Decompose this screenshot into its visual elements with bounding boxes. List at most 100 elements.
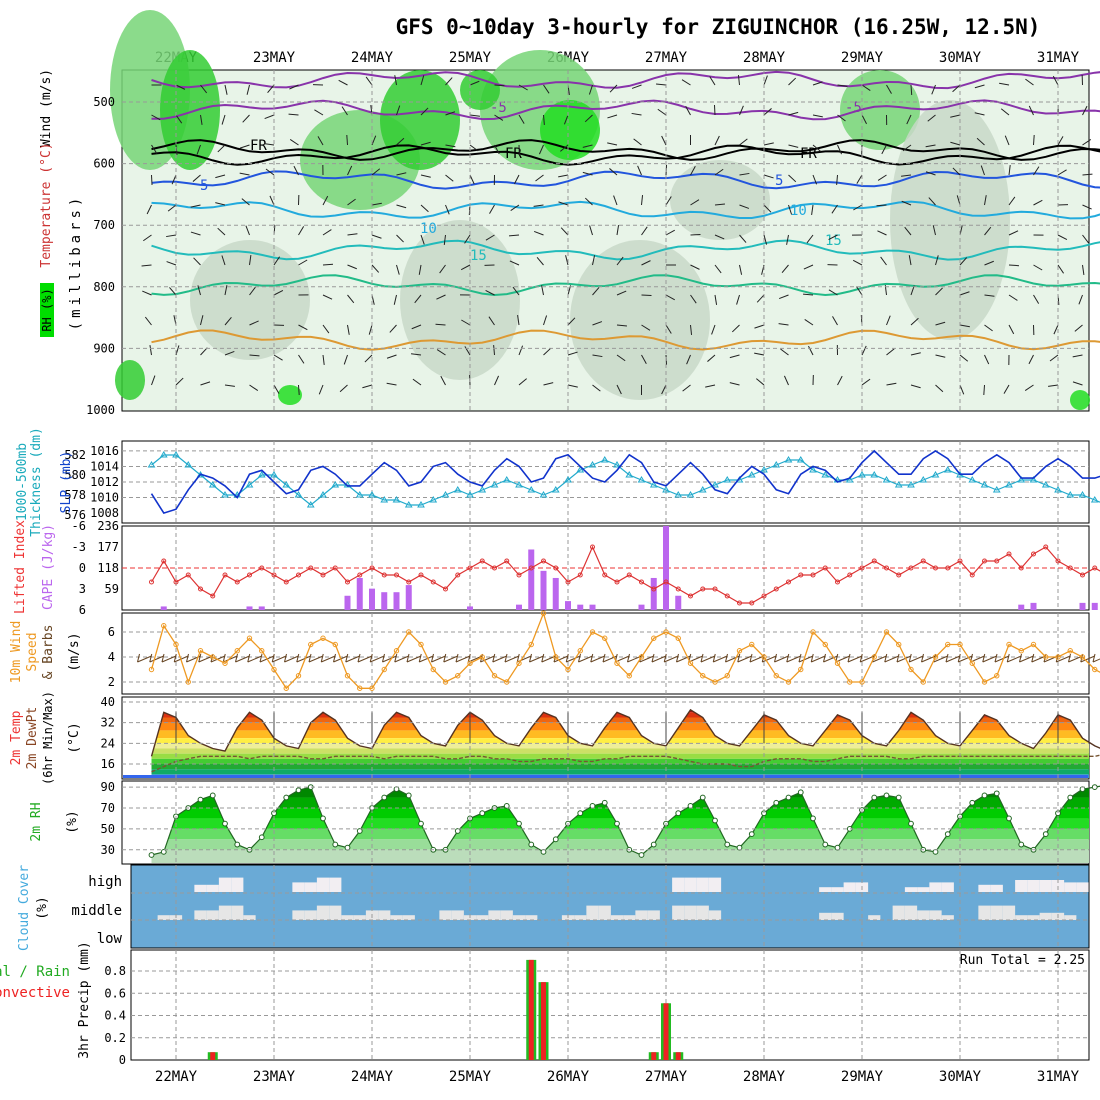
wind-barb <box>200 84 208 94</box>
wind-barb <box>714 294 718 305</box>
wind-barb <box>200 347 208 356</box>
wind10-barb-flag <box>810 653 814 663</box>
wind10-barb <box>406 655 422 663</box>
y-tick-label: 578 <box>64 488 86 502</box>
upper-air-panel: -5 FR 5 10 15 -5 FR 5 10 15 FR 500 600 700 800 900 1000… <box>39 10 1100 417</box>
thickness-marker <box>613 461 621 468</box>
lifted-index-cape-panel: -6 -3 0 3 6 236 177 118 59 Lifted Index CAPE (J/… <box>13 519 1100 617</box>
wind-barb <box>886 315 891 326</box>
rh-marker <box>797 789 804 796</box>
wind10-barb-flag <box>308 653 312 663</box>
wind10-barb <box>578 655 593 663</box>
wind10-marker <box>234 648 240 654</box>
thickness-marker <box>882 476 891 483</box>
wind-barb <box>739 138 748 146</box>
lifted-index-marker <box>700 586 706 592</box>
y-tick-label: 582 <box>64 448 86 462</box>
wind-barb <box>193 257 201 266</box>
lifted-index-marker <box>565 579 571 585</box>
cape-bar <box>160 606 167 610</box>
cloud-mid-bar <box>439 910 452 920</box>
wind-barb <box>518 114 525 124</box>
lifted-index-marker <box>210 593 216 599</box>
wind-barb <box>175 84 186 90</box>
wind10-marker <box>908 666 914 673</box>
thickness-marker <box>637 476 646 483</box>
wind-barb <box>1053 324 1059 335</box>
wind10-barb-flag <box>406 653 410 663</box>
wind-barb <box>616 225 620 236</box>
wind-barb <box>509 260 520 266</box>
wind10-barb-flag <box>455 653 459 663</box>
wind-barb <box>420 141 431 146</box>
wind10-marker <box>504 679 510 685</box>
wind10-barb <box>994 655 1010 663</box>
thickness-marker <box>674 491 683 498</box>
wind-barb <box>192 174 201 182</box>
lifted-index-marker <box>541 558 546 564</box>
cloud-high-bar <box>329 877 342 892</box>
cloud-high-bar <box>831 887 844 892</box>
wind-barb <box>567 351 578 356</box>
wind-barb <box>289 138 299 146</box>
wind10-barb <box>455 655 471 663</box>
cloud-mid-bar <box>292 910 305 920</box>
wind-barb <box>592 255 596 266</box>
wind10-barb-flag <box>590 653 594 663</box>
wind10-barb <box>639 655 654 663</box>
wind-barb <box>901 174 912 177</box>
rh-marker <box>650 841 657 848</box>
cape-bar <box>1030 602 1037 610</box>
wind10-barb-flag <box>137 653 140 663</box>
thickness-marker <box>907 481 915 488</box>
wind-barb <box>141 264 152 267</box>
wind10-barb-flag <box>761 653 765 663</box>
rh-marker <box>283 794 290 801</box>
wind-barb <box>1082 138 1092 146</box>
wind10-marker <box>1018 648 1024 654</box>
wind-barb <box>175 377 184 386</box>
wind-barb <box>754 324 765 329</box>
wind-barb <box>175 144 178 155</box>
wind10-marker <box>994 673 1000 679</box>
wind-barb <box>322 263 334 266</box>
wind10-barb-flag <box>700 653 704 663</box>
lifted-index-marker <box>394 572 399 578</box>
wind-barb <box>802 293 814 296</box>
chart-title: GFS 0~10day 3-hourly for ZIGUINCHOR (16.… <box>396 15 1041 39</box>
wind10-marker <box>785 679 792 685</box>
wind10-barb-flag <box>247 653 251 663</box>
wind-barb <box>469 80 480 86</box>
cloud-high-bar <box>1076 882 1089 892</box>
wind-barb <box>469 114 480 117</box>
wind-barb <box>239 172 250 176</box>
y-tick-label: 16 <box>101 757 115 771</box>
thickness-marker <box>747 471 756 478</box>
thickness-marker <box>490 481 499 488</box>
wind-barb <box>1057 234 1068 240</box>
wind10-barb-flag <box>749 653 753 663</box>
y-tick-label: 1012 <box>90 475 119 489</box>
rh-shade-blob <box>670 160 770 240</box>
wind-barb <box>828 289 838 296</box>
wind-barb <box>1033 134 1035 146</box>
thickness-label-a: 1000-500mb <box>15 443 30 521</box>
wind10-marker <box>467 660 473 666</box>
wind-barb <box>856 174 863 184</box>
wind-barb <box>558 174 569 178</box>
lifted-index-marker <box>332 565 338 571</box>
wind10-barb <box>566 655 581 663</box>
thickness-marker <box>527 486 536 493</box>
wind-barb <box>1048 384 1059 387</box>
wind-barb <box>950 114 961 118</box>
lifted-index-marker <box>1031 551 1036 557</box>
y-tick-label: 177 <box>97 540 119 554</box>
wind10-barb-flag <box>345 653 349 663</box>
wind10-barb-flag <box>1019 653 1022 663</box>
wind-barb <box>418 264 422 275</box>
cape-bar <box>356 577 363 610</box>
wind10-marker <box>185 679 191 685</box>
wind-barb <box>984 354 990 365</box>
wind10-marker <box>1043 654 1049 660</box>
lifted-index-marker <box>222 572 228 578</box>
